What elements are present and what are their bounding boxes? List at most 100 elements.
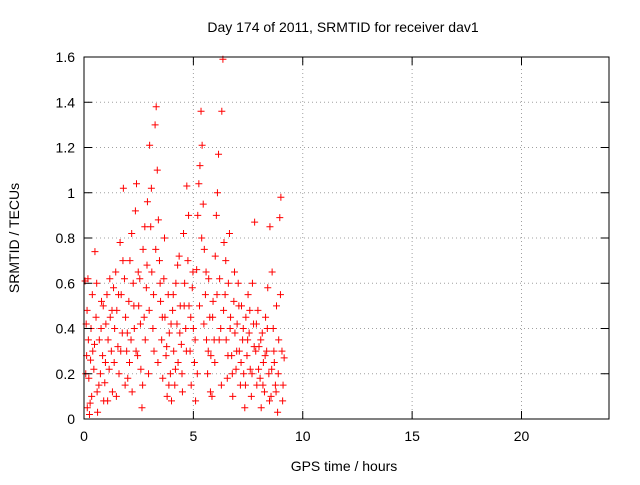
y-axis-label: SRMTID / TECUs (6, 183, 22, 293)
data-point (131, 207, 139, 215)
data-point (212, 211, 220, 219)
data-point (169, 291, 177, 299)
data-point (110, 358, 118, 366)
data-point (136, 320, 144, 328)
data-point (123, 329, 131, 337)
data-point (272, 388, 280, 396)
data-point (216, 275, 224, 283)
data-point (168, 397, 175, 405)
data-point (99, 352, 107, 360)
data-point (122, 313, 130, 321)
data-point (275, 336, 283, 344)
data-point (195, 180, 203, 188)
data-point (157, 297, 165, 305)
data-point (138, 404, 146, 412)
data-point (231, 329, 239, 337)
data-point (158, 336, 166, 344)
data-point (129, 279, 137, 287)
data-point (124, 374, 132, 382)
data-point (259, 358, 267, 366)
data-point (198, 141, 206, 149)
data-point (108, 388, 116, 396)
data-point (165, 329, 173, 337)
data-point (226, 325, 234, 332)
data-point (93, 388, 101, 396)
data-point (107, 347, 115, 355)
data-point (267, 392, 275, 400)
data-point (163, 343, 171, 351)
data-point (270, 347, 278, 355)
data-point (169, 306, 177, 314)
data-point (194, 211, 202, 219)
data-point (149, 325, 157, 332)
data-point (127, 336, 135, 344)
data-point (159, 374, 167, 382)
data-point (128, 388, 136, 396)
data-point (155, 257, 163, 265)
data-point (139, 245, 147, 253)
data-point (128, 229, 136, 237)
data-point (276, 291, 284, 299)
data-point (241, 404, 249, 412)
x-tick-label: 15 (404, 428, 420, 444)
data-point (213, 189, 221, 197)
data-point (265, 370, 273, 378)
data-point (163, 392, 171, 400)
data-point (103, 291, 111, 299)
data-point (142, 284, 150, 292)
y-tick-label: 1 (67, 185, 75, 201)
data-point (106, 313, 114, 321)
data-point (217, 325, 225, 332)
data-point (209, 313, 217, 321)
data-point (248, 370, 256, 378)
data-point (183, 182, 191, 190)
data-point (117, 347, 125, 355)
data-point (279, 397, 287, 405)
data-point (173, 320, 181, 328)
data-point (262, 313, 270, 321)
data-point (268, 268, 276, 276)
data-point (90, 365, 98, 373)
data-point (89, 347, 97, 355)
data-point (192, 397, 200, 405)
data-point (112, 392, 120, 400)
y-tick-label: 1.4 (56, 94, 76, 110)
data-point (247, 392, 255, 400)
x-tick-label: 10 (295, 428, 311, 444)
data-point (167, 320, 175, 328)
x-tick-label: 20 (514, 428, 530, 444)
data-point (126, 358, 133, 366)
data-point (140, 313, 148, 321)
data-point (246, 306, 254, 314)
data-point (185, 211, 193, 219)
data-point (139, 381, 147, 389)
y-tick-label: 1.2 (56, 140, 76, 156)
data-point (224, 279, 232, 287)
data-point (152, 245, 160, 253)
data-point (215, 150, 223, 158)
data-point (231, 268, 238, 276)
data-point (201, 291, 209, 299)
data-point (197, 107, 205, 115)
data-point (171, 381, 179, 389)
x-tick-label: 0 (80, 428, 88, 444)
data-point (233, 320, 241, 328)
data-point (108, 306, 116, 314)
data-point (115, 370, 123, 378)
data-point (95, 381, 103, 389)
data-point (174, 261, 182, 269)
data-point (255, 365, 263, 373)
data-point (190, 358, 198, 366)
data-point (137, 365, 145, 373)
data-point (93, 279, 101, 287)
data-point (83, 306, 91, 314)
data-point (264, 284, 272, 292)
data-point (205, 275, 213, 283)
data-point (258, 329, 266, 337)
data-point (189, 268, 197, 276)
data-point (95, 336, 103, 344)
data-point (116, 239, 124, 247)
data-point (178, 388, 186, 396)
data-point (153, 166, 161, 174)
data-point (202, 268, 210, 276)
